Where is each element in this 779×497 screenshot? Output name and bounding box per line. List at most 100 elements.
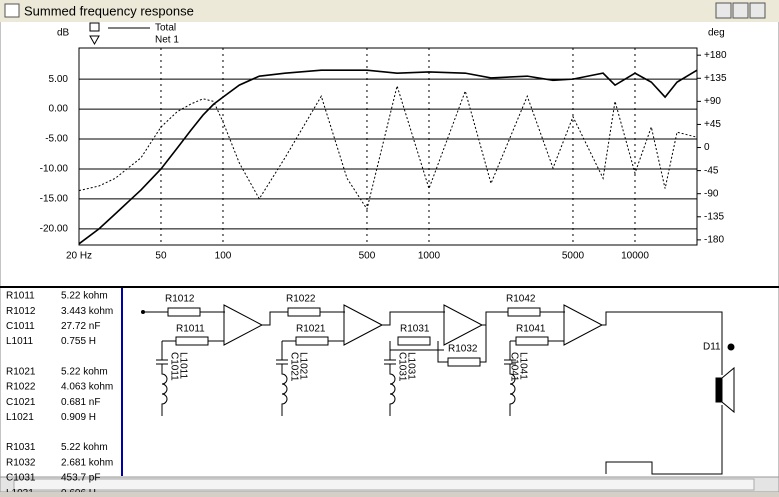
resistor [287,307,321,317]
component-label: D11 [703,342,721,353]
y2-tick-label: -90 [704,188,719,199]
y-tick-label: 5.00 [49,74,69,85]
polarity-mark [727,343,735,351]
schematic [141,304,735,475]
component-value: 0.909 H [61,412,96,423]
op-amp [343,304,384,346]
y-tick-label: -20.00 [40,223,69,234]
close-button[interactable] [749,2,766,19]
resistor [167,307,201,317]
component-label: L1041 [517,352,528,380]
component-label: R1021 [296,324,326,335]
y2-tick-label: -45 [704,165,719,176]
x-tick-label: 1000 [418,251,441,262]
y2-axis-label: deg [708,28,725,39]
wire [382,311,445,326]
legend-symbol [89,35,100,46]
component-name: R1022 [6,382,36,393]
resistor [295,336,329,346]
y2-tick-label: +180 [704,50,727,61]
wire [602,311,723,375]
plot-area [78,47,698,246]
legend-entry: Net 1 [155,35,179,46]
y2-tick-label: -180 [704,235,724,246]
minimize-button[interactable] [715,2,732,19]
component-name: L1021 [6,412,34,423]
resistor [397,336,431,346]
y2-tick-label: 0 [704,142,710,153]
cap-coil [504,341,516,416]
y2-tick-label: -135 [704,211,724,222]
wire [605,405,723,475]
x-tick-label: 50 [155,251,167,262]
component-name: R1032 [6,457,36,468]
component-value: 4.063 kohm [61,382,113,393]
component-name: L1011 [6,336,34,347]
component-label: L1031 [405,352,416,380]
y-tick-label: -5.00 [45,134,68,145]
component-value: 453.7 pF [61,473,100,484]
component-value: 2.681 kohm [61,457,113,468]
resistor [175,336,209,346]
component-label: R1022 [286,294,316,305]
component-label: L1021 [297,352,308,380]
component-value: 27.72 nF [61,321,100,332]
window-title: Summed frequency response [24,3,194,18]
component-value: 0.755 H [61,336,96,347]
component-name: R1031 [6,442,36,453]
speaker [721,366,735,414]
component-name: C1021 [6,397,36,408]
component-label: C1031 [396,352,407,382]
component-value: 3.443 kohm [61,306,113,317]
resistor [515,336,549,346]
maximize-button[interactable] [732,2,749,19]
op-amp [563,304,604,346]
op-amp [223,304,264,346]
y2-tick-label: +90 [704,96,721,107]
component-value: 5.22 kohm [61,366,108,377]
cap-coil [384,350,396,416]
y2-tick-label: +135 [704,73,727,84]
component-name: R1011 [6,291,35,302]
legend-symbol [89,22,100,32]
component-label: R1011 [176,324,205,335]
x-tick-label: 20 Hz [66,251,92,262]
component-label: R1032 [448,344,478,355]
component-value: 5.22 kohm [61,442,108,453]
component-label: C1011 [168,352,179,381]
scrollbar-thumb[interactable] [13,478,755,491]
cap-coil [156,359,168,416]
window-icon [4,3,20,18]
y-tick-label: -15.00 [40,194,69,205]
component-label: R1031 [400,324,430,335]
component-label: R1042 [506,294,536,305]
component-label: R1041 [516,324,546,335]
component-label: C1041 [508,352,519,382]
component-value: 0.681 nF [61,397,100,408]
component-name: R1012 [6,306,36,317]
y2-tick-label: +45 [704,119,721,130]
component-name: L1031 [6,488,34,492]
y-tick-label: -10.00 [40,164,69,175]
x-tick-label: 10000 [621,251,649,262]
title-bar [0,0,779,22]
x-tick-label: 500 [359,251,376,262]
component-label: L1011 [177,352,188,380]
component-name: C1011 [6,321,35,332]
series-line [78,69,698,245]
component-label: C1021 [288,352,299,382]
component-value: 5.22 kohm [61,291,108,302]
cap-coil [276,341,288,416]
component-name: R1021 [6,366,36,377]
resistor [507,307,541,317]
legend-entry: Total [155,23,176,34]
component-value: 0.606 H [61,488,96,492]
op-amp [443,304,484,346]
resistor [447,357,481,367]
component-label: R1012 [165,294,195,305]
y-axis-label: dB [57,28,70,39]
x-tick-label: 100 [215,251,232,262]
